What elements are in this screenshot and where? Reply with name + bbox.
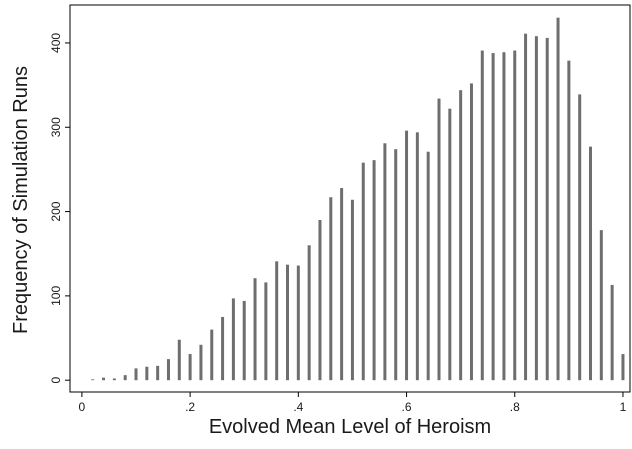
bar — [253, 278, 257, 381]
bar — [210, 329, 214, 381]
bar — [426, 151, 430, 381]
bar — [578, 94, 582, 381]
bar — [286, 264, 290, 381]
x-tick-label: .2 — [185, 400, 195, 414]
bar — [307, 245, 311, 381]
bar — [102, 377, 106, 381]
bar — [469, 83, 473, 381]
bar — [231, 298, 235, 381]
bar — [448, 108, 452, 381]
bar — [199, 344, 203, 381]
bar — [112, 378, 116, 381]
bar — [372, 160, 376, 381]
bar — [177, 339, 181, 381]
bar — [513, 50, 517, 381]
bar — [383, 143, 387, 381]
y-tick-label: 0 — [49, 377, 63, 384]
bar — [415, 132, 419, 381]
bar — [610, 284, 614, 381]
bar — [545, 37, 549, 381]
bar — [123, 375, 127, 381]
bar — [405, 130, 409, 381]
x-tick-label: 0 — [79, 400, 86, 414]
bar — [491, 53, 495, 381]
bar — [599, 230, 603, 381]
bar — [459, 90, 463, 381]
bar — [621, 354, 625, 381]
bar — [145, 366, 149, 381]
bar — [534, 36, 538, 381]
bar — [524, 33, 528, 381]
x-tick-label: .6 — [402, 400, 412, 414]
bar — [556, 17, 560, 381]
bar — [156, 365, 160, 381]
bar — [502, 52, 506, 381]
bar — [296, 265, 300, 381]
bar — [361, 162, 365, 381]
bar — [275, 261, 279, 381]
bar — [589, 146, 593, 381]
bar — [329, 197, 333, 381]
y-tick-label: 300 — [49, 117, 63, 137]
y-axis-title: Frequency of Simulation Runs — [10, 66, 32, 334]
bar — [437, 98, 441, 381]
bar — [221, 316, 225, 381]
bar — [318, 220, 322, 381]
x-axis-title: Evolved Mean Level of Heroism — [209, 416, 491, 438]
bar — [91, 379, 95, 381]
bar — [134, 368, 138, 381]
bar — [264, 282, 268, 381]
y-tick-label: 100 — [49, 286, 63, 306]
bar — [480, 50, 484, 381]
bar — [188, 354, 192, 381]
x-tick-label: 1 — [620, 400, 627, 414]
y-tick-label: 400 — [49, 33, 63, 53]
bar — [340, 187, 344, 381]
x-tick-label: .4 — [293, 400, 303, 414]
bar — [394, 149, 398, 381]
y-tick-label: 200 — [49, 201, 63, 221]
bar — [567, 60, 571, 381]
bar — [350, 199, 354, 381]
bar — [242, 300, 246, 381]
x-tick-label: .8 — [510, 400, 520, 414]
plot-frame — [69, 4, 631, 393]
bar — [166, 359, 170, 381]
